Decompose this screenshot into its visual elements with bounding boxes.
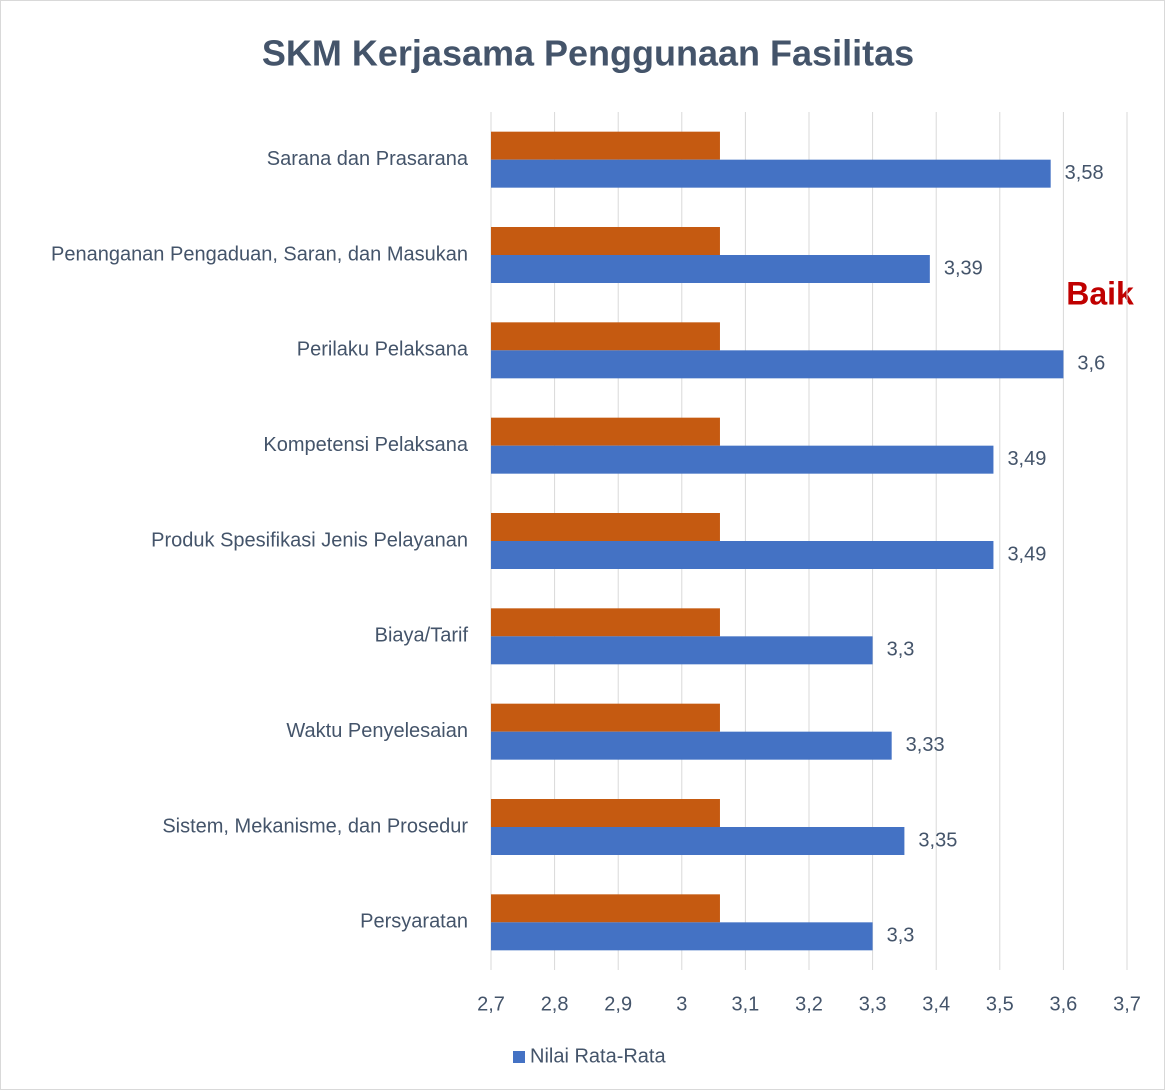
bar [491,513,720,541]
x-tick-label: 2,9 [604,993,632,1015]
x-tick-label: 3,4 [922,993,950,1015]
bar [491,159,1051,188]
chart-title: SKM Kerjasama Penggunaan Fasilitas [262,33,914,74]
bar [491,322,720,351]
y-tick-label: Sistem, Mekanisme, dan Prosedur [162,815,468,837]
bar [491,636,873,665]
x-tick-label: 3,1 [731,993,759,1015]
y-tick-label: Biaya/Tarif [375,625,469,647]
bar [491,227,720,255]
x-tick-label: 2,8 [541,993,569,1015]
data-label: 3,58 [1065,162,1104,184]
bar [491,417,720,446]
bar [491,541,994,569]
y-tick-label: Sarana dan Prasarana [267,148,469,170]
y-tick-label: Persyaratan [360,911,468,933]
annotation: Baik [1066,275,1134,311]
data-label: 3,6 [1077,353,1105,375]
bar [491,255,930,283]
x-tick-label: 3,7 [1113,993,1141,1015]
x-tick-label: 3 [676,993,687,1015]
bar [491,894,720,923]
legend-label: Nilai Rata-Rata [530,1045,666,1067]
bar [491,799,720,827]
data-label: 3,49 [1007,448,1046,470]
bar [491,131,720,160]
bar [491,703,720,732]
x-tick-label: 3,5 [986,993,1014,1015]
legend-swatch [513,1051,525,1063]
x-tick-label: 2,7 [477,993,505,1015]
data-label: 3,49 [1007,543,1046,565]
data-label: 3,3 [887,639,915,661]
y-tick-label: Waktu Penyelesaian [286,720,468,742]
bar [491,827,905,855]
data-label: 3,3 [887,925,915,947]
data-label: 3,39 [944,257,983,279]
y-tick-label: Kompetensi Pelaksana [263,434,468,456]
bar [491,350,1064,379]
bar [491,445,994,474]
y-tick-label: Produk Spesifikasi Jenis Pelayanan [151,529,468,551]
x-tick-label: 3,3 [859,993,887,1015]
x-tick-label: 3,6 [1049,993,1077,1015]
data-label: 3,33 [906,734,945,756]
bar [491,731,892,760]
x-tick-label: 3,2 [795,993,823,1015]
y-tick-label: Penanganan Pengaduan, Saran, dan Masukan [51,243,468,265]
bar [491,608,720,637]
bar [491,922,873,951]
data-label: 3,35 [918,829,957,851]
y-tick-label: Perilaku Pelaksana [297,339,469,361]
